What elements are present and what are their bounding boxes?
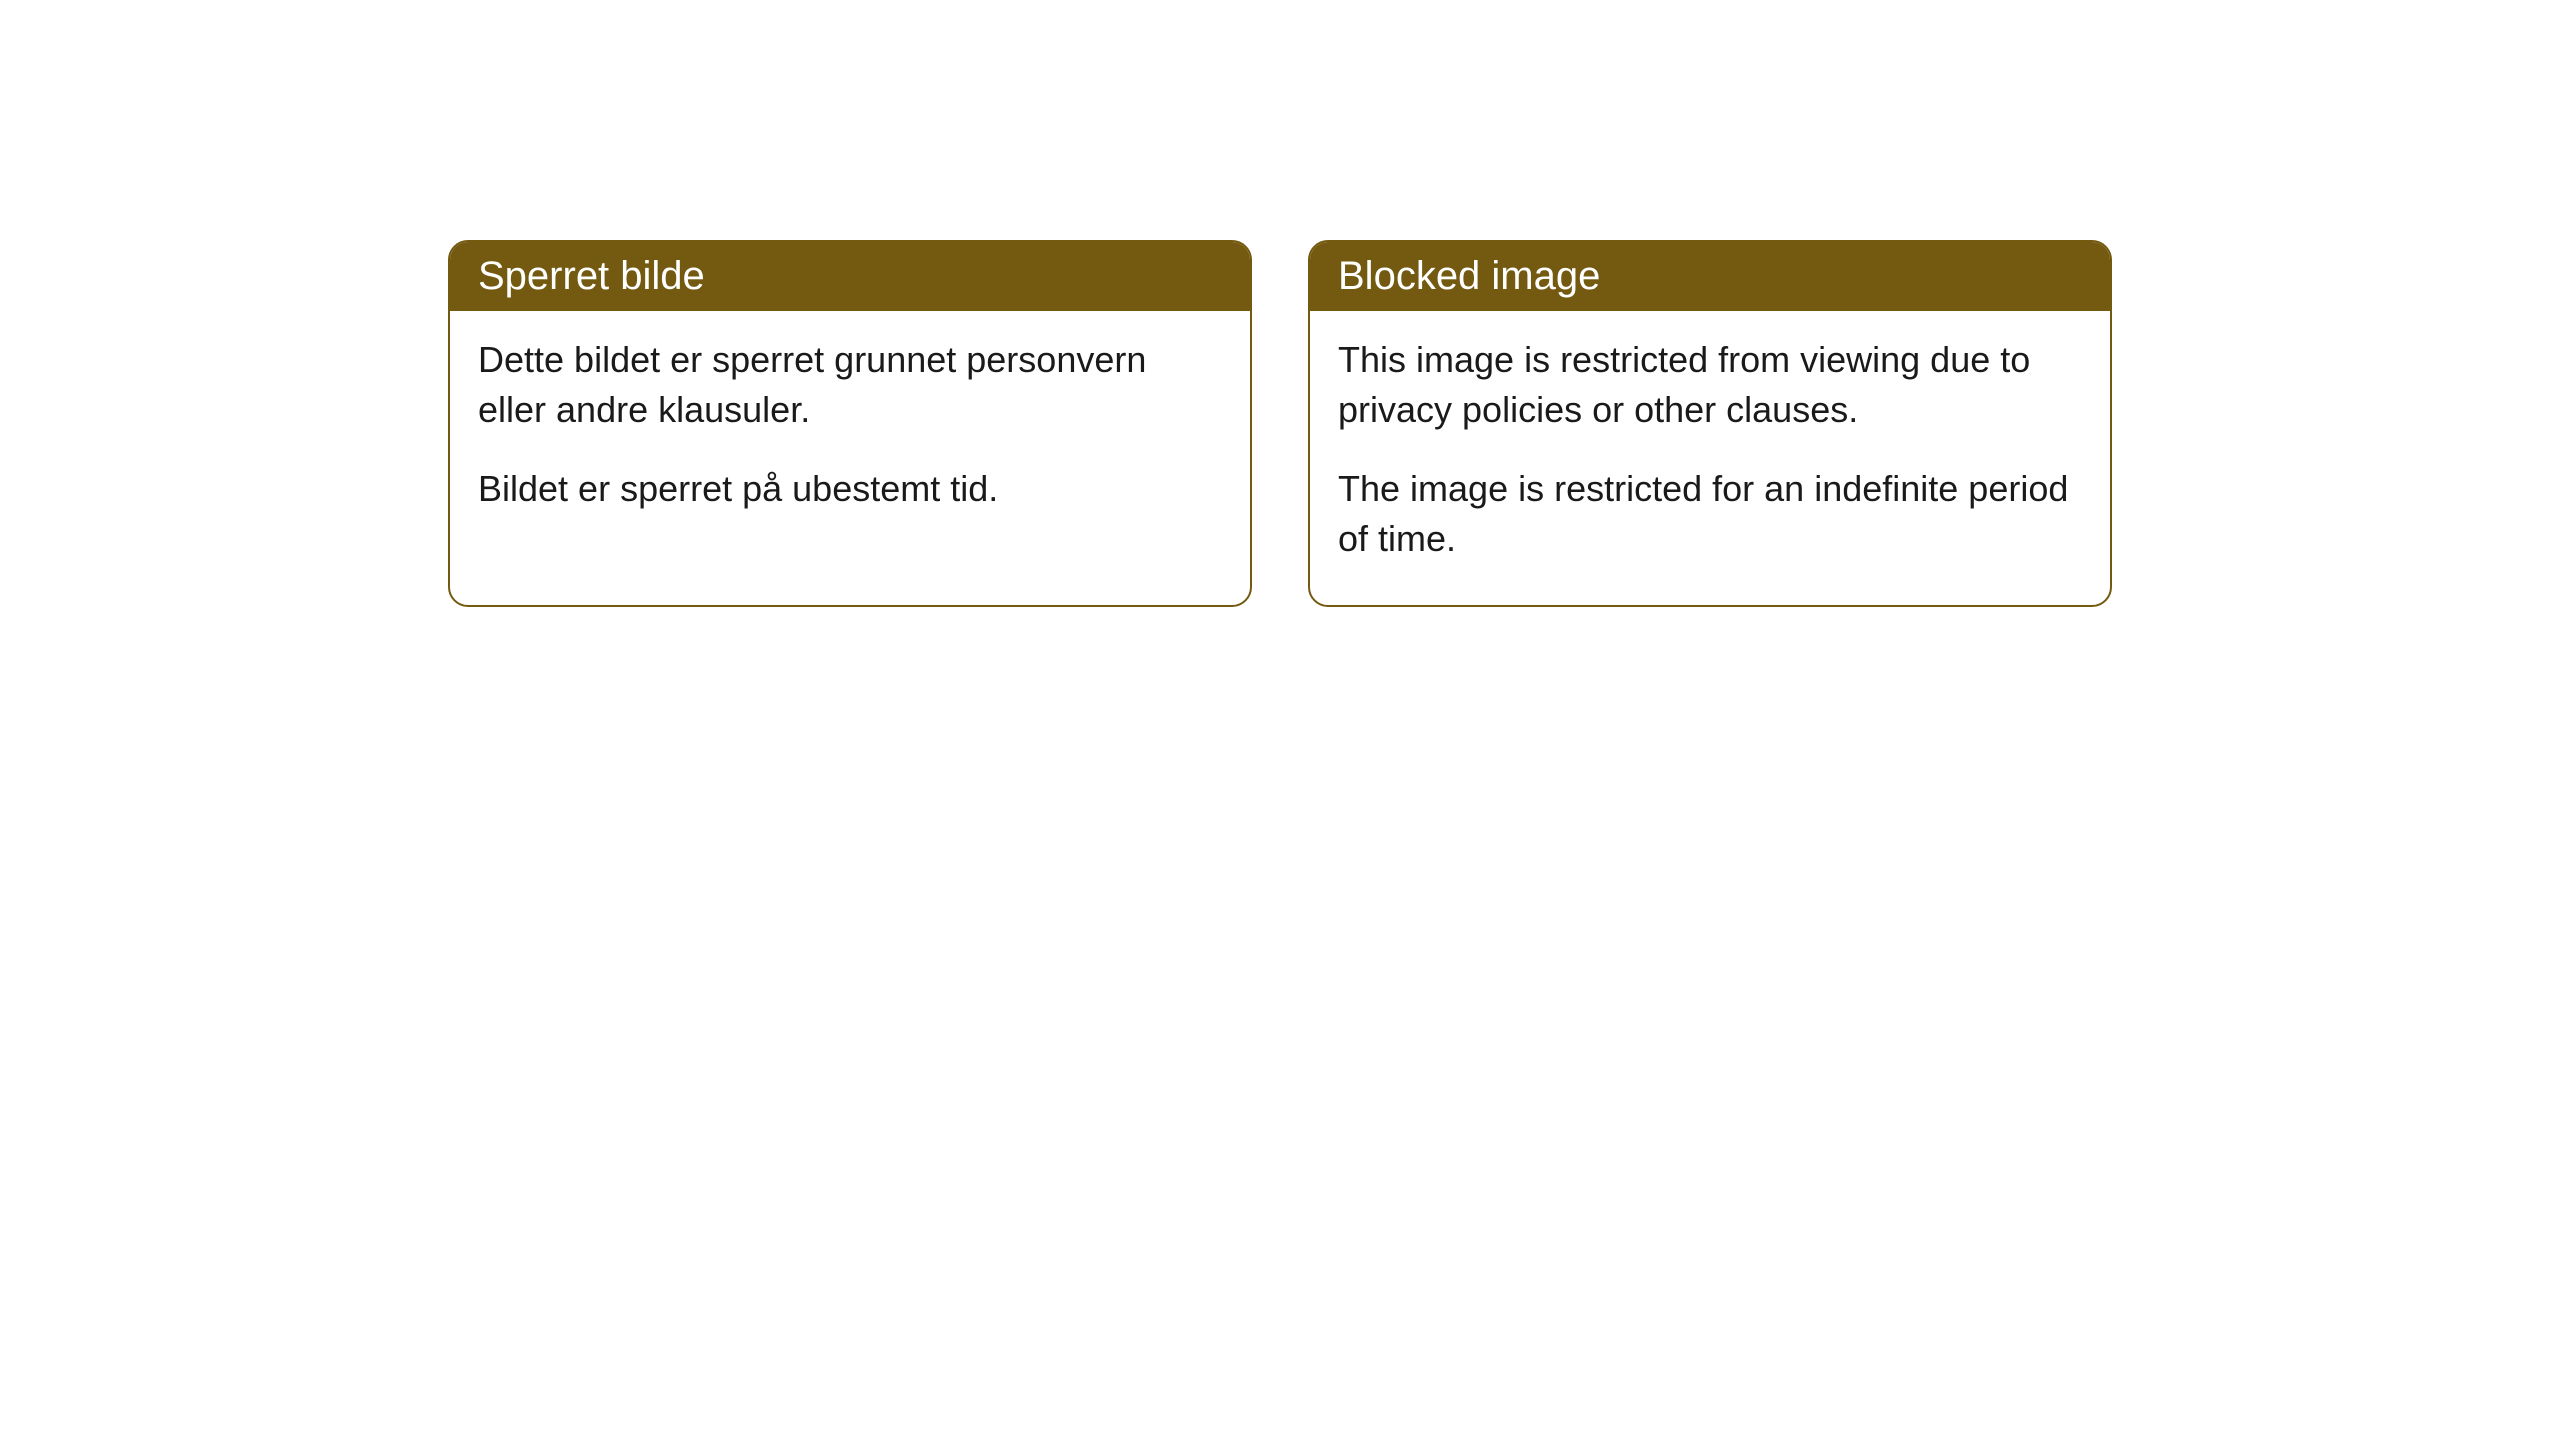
card-body: Dette bildet er sperret grunnet personve… [450, 311, 1250, 554]
card-title: Blocked image [1310, 242, 2110, 311]
card-paragraph: Bildet er sperret på ubestemt tid. [478, 464, 1222, 514]
card-paragraph: The image is restricted for an indefinit… [1338, 464, 2082, 565]
message-container: Sperret bilde Dette bildet er sperret gr… [0, 240, 2560, 607]
blocked-image-card-english: Blocked image This image is restricted f… [1308, 240, 2112, 607]
card-paragraph: This image is restricted from viewing du… [1338, 335, 2082, 436]
card-paragraph: Dette bildet er sperret grunnet personve… [478, 335, 1222, 436]
card-body: This image is restricted from viewing du… [1310, 311, 2110, 605]
card-title: Sperret bilde [450, 242, 1250, 311]
blocked-image-card-norwegian: Sperret bilde Dette bildet er sperret gr… [448, 240, 1252, 607]
